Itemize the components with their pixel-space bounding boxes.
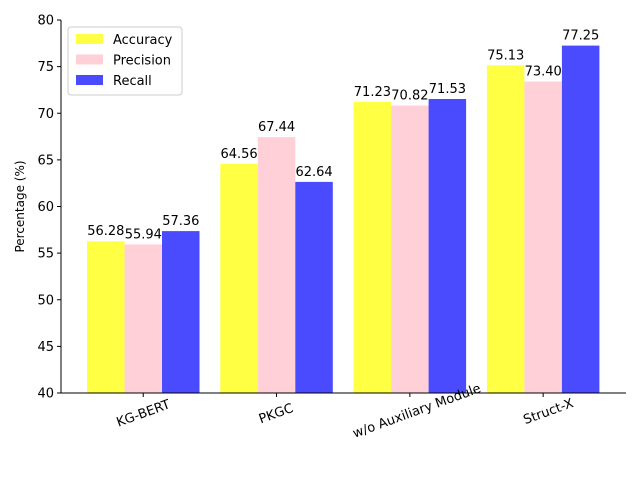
bar-precision-1 — [257, 137, 296, 393]
legend-swatch-accuracy — [76, 34, 103, 44]
y-tick-label: 75 — [37, 60, 54, 75]
data-label-accuracy-0: 56.28 — [87, 224, 124, 239]
data-labels-layer: 56.28 64.56 71.23 75.13 55.94 67.44 70.82 73.40… — [87, 29, 599, 243]
data-label-recall-0: 57.36 — [162, 214, 199, 229]
legend-label-recall: Recall — [113, 74, 152, 89]
y-tick-label: 80 — [37, 14, 54, 29]
x-tick-label: Struct-X — [522, 396, 576, 428]
data-label-precision-0: 55.94 — [125, 227, 162, 242]
y-tick-label: 70 — [37, 107, 54, 122]
y-tick-label: 65 — [37, 153, 54, 168]
data-label-accuracy-3: 75.13 — [487, 48, 524, 63]
data-label-accuracy-2: 71.23 — [354, 85, 391, 100]
bar-precision-3 — [524, 81, 562, 393]
data-label-precision-3: 73.40 — [525, 65, 562, 80]
data-label-recall-2: 71.53 — [429, 82, 466, 97]
bar-recall-2 — [428, 99, 467, 393]
y-axis-label: Percentage (%) — [13, 160, 27, 252]
data-label-recall-3: 77.25 — [562, 29, 599, 44]
bar-precision-0 — [124, 244, 162, 393]
bar-recall-3 — [561, 45, 600, 393]
bar-recall-1 — [295, 181, 333, 393]
bar-accuracy-0 — [87, 241, 125, 393]
bar-accuracy-2 — [353, 101, 392, 394]
x-tick-label: KG-BERT — [115, 397, 173, 430]
bars-layer — [87, 45, 600, 394]
legend-swatch-recall — [76, 75, 103, 85]
legend-swatch-precision — [76, 54, 103, 65]
data-label-precision-1: 67.44 — [258, 120, 295, 135]
data-label-recall-1: 62.64 — [295, 165, 332, 180]
legend-label-precision: Precision — [113, 54, 171, 69]
bar-accuracy-3 — [486, 65, 525, 394]
bar-accuracy-1 — [220, 164, 258, 393]
legend: Accuracy Precision Recall — [67, 26, 183, 96]
legend-label-accuracy: Accuracy — [113, 33, 173, 48]
data-label-precision-2: 70.82 — [391, 89, 428, 104]
data-label-accuracy-1: 64.56 — [220, 147, 257, 162]
y-tick-label: 55 — [37, 247, 54, 262]
y-tick-label: 60 — [37, 200, 54, 215]
bar-precision-2 — [391, 105, 429, 393]
x-tick-label: PKGC — [257, 401, 296, 427]
bar-recall-0 — [162, 231, 200, 393]
y-tick-label: 50 — [37, 293, 54, 308]
y-tick-label: 45 — [37, 340, 54, 355]
y-tick-label: 40 — [37, 387, 54, 402]
